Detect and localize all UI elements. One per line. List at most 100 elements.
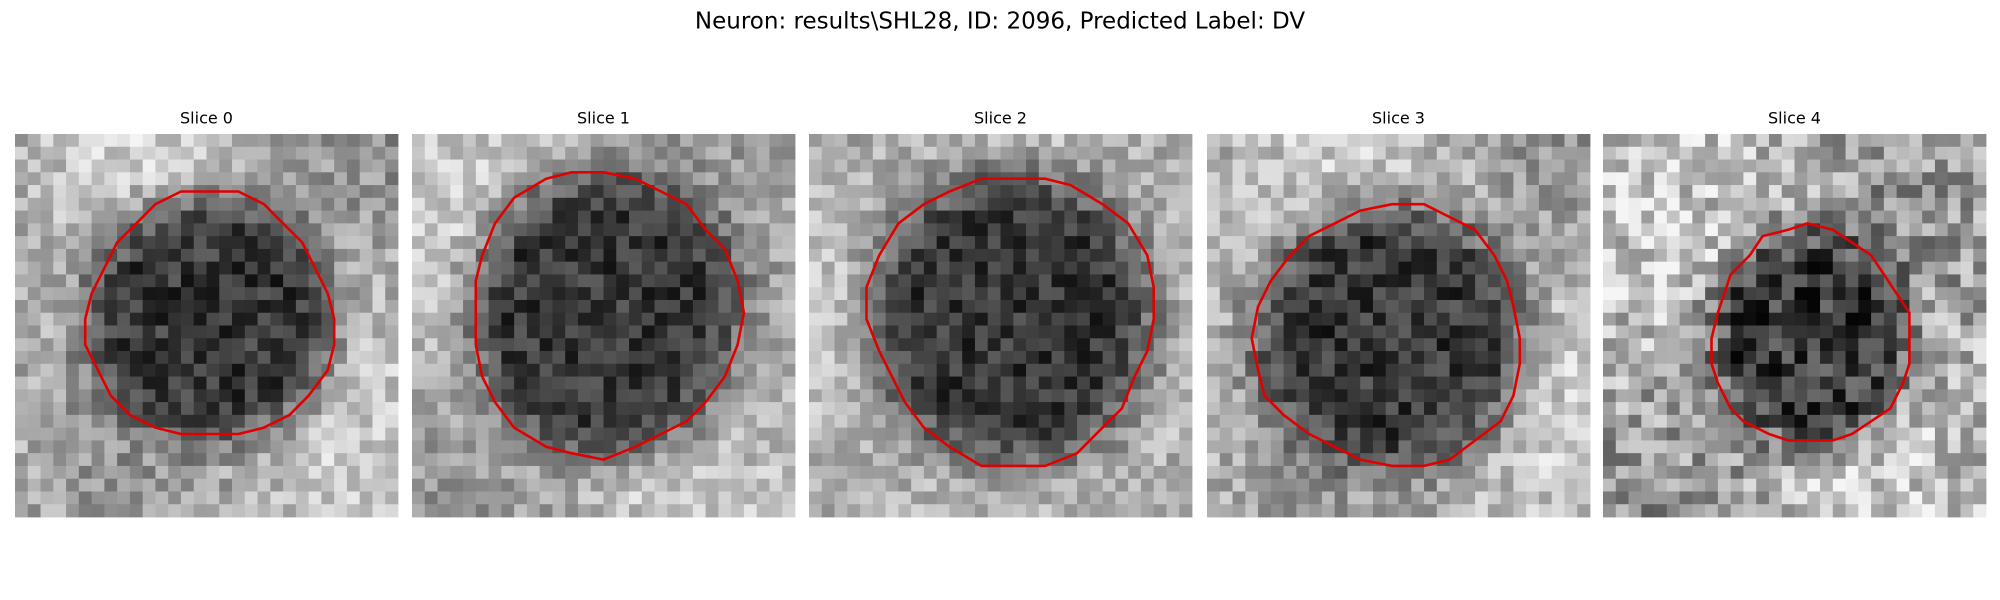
- pixel: [1385, 363, 1399, 377]
- pixel: [936, 478, 950, 492]
- pixel: [91, 197, 105, 211]
- pixel: [437, 248, 451, 263]
- pixel: [949, 325, 963, 339]
- pixel: [1347, 312, 1361, 326]
- pixel: [53, 376, 67, 390]
- pixel: [565, 236, 579, 250]
- pixel: [206, 491, 220, 505]
- pixel: [346, 248, 361, 263]
- pixel: [155, 299, 169, 314]
- pixel: [346, 287, 361, 301]
- pixel: [1207, 402, 1221, 416]
- pixel: [1372, 197, 1387, 211]
- pixel: [1179, 210, 1193, 224]
- pixel: [1807, 248, 1821, 263]
- pixel: [526, 491, 541, 505]
- pixel: [1309, 134, 1323, 148]
- pixel: [40, 338, 54, 352]
- pixel: [911, 351, 925, 365]
- pixel: [1309, 491, 1323, 505]
- pixel: [1296, 402, 1310, 416]
- pixel: [641, 287, 655, 301]
- pixel: [129, 134, 144, 148]
- pixel: [1296, 185, 1310, 199]
- pixel: [283, 312, 297, 326]
- pixel: [872, 402, 886, 416]
- pixel: [15, 414, 29, 429]
- pixel: [577, 414, 592, 429]
- pixel: [257, 159, 271, 173]
- pixel: [1973, 427, 1987, 441]
- pixel: [898, 389, 912, 403]
- pixel: [1424, 274, 1438, 288]
- pixel: [1360, 299, 1374, 314]
- pixel: [180, 172, 195, 186]
- pixel: [1705, 299, 1719, 314]
- pixel: [962, 299, 976, 314]
- pixel: [1909, 351, 1923, 365]
- pixel: [1245, 414, 1259, 429]
- pixel: [142, 312, 156, 326]
- pixel: [91, 159, 105, 173]
- pixel: [1603, 338, 1617, 352]
- pixel: [1270, 453, 1284, 467]
- pixel: [1038, 223, 1052, 237]
- pixel: [244, 504, 258, 518]
- pixel: [860, 197, 874, 211]
- pixel: [1883, 465, 1898, 480]
- pixel: [219, 248, 233, 263]
- pixel: [1013, 440, 1027, 454]
- pixel: [155, 402, 169, 416]
- pixel: [78, 159, 92, 173]
- pixel: [1283, 504, 1297, 518]
- pixel: [232, 274, 246, 288]
- pixel: [1883, 261, 1898, 275]
- pixel: [974, 210, 989, 224]
- pixel: [974, 236, 989, 250]
- pixel: [987, 491, 1001, 505]
- pixel: [450, 274, 464, 288]
- pixel: [641, 491, 655, 505]
- pixel: [488, 414, 502, 429]
- pixel: [437, 453, 451, 467]
- pixel: [885, 504, 899, 518]
- pixel: [129, 427, 144, 441]
- pixel: [359, 248, 373, 263]
- pixel: [1513, 210, 1527, 224]
- pixel: [206, 402, 220, 416]
- pixel: [1411, 402, 1425, 416]
- pixel: [1654, 197, 1668, 211]
- pixel: [847, 248, 861, 263]
- pixel: [782, 363, 796, 377]
- pixel: [27, 185, 41, 199]
- pixel: [1372, 210, 1387, 224]
- pixel: [821, 491, 835, 505]
- pixel: [168, 274, 182, 288]
- pixel: [552, 146, 566, 160]
- pixel: [1628, 299, 1642, 314]
- pixel: [1179, 223, 1193, 237]
- pixel: [680, 299, 694, 314]
- pixel: [949, 287, 963, 301]
- pixel: [949, 338, 963, 352]
- pixel: [667, 402, 681, 416]
- pixel: [27, 453, 41, 467]
- pixel: [898, 325, 912, 339]
- pixel: [514, 389, 528, 403]
- pixel: [1077, 351, 1091, 365]
- pixel: [1424, 185, 1438, 199]
- pixel: [834, 478, 848, 492]
- pixel: [667, 338, 681, 352]
- pixel: [129, 236, 144, 250]
- pixel: [718, 351, 732, 365]
- pixel: [1283, 159, 1297, 173]
- pixel: [1462, 491, 1476, 505]
- pixel: [654, 159, 668, 173]
- pixel: [860, 134, 874, 148]
- pixel: [1334, 146, 1348, 160]
- slice-panel: [809, 134, 1193, 518]
- pixel: [821, 389, 835, 403]
- pixel: [1564, 440, 1578, 454]
- pixel: [1487, 478, 1502, 492]
- pixel: [1666, 185, 1680, 199]
